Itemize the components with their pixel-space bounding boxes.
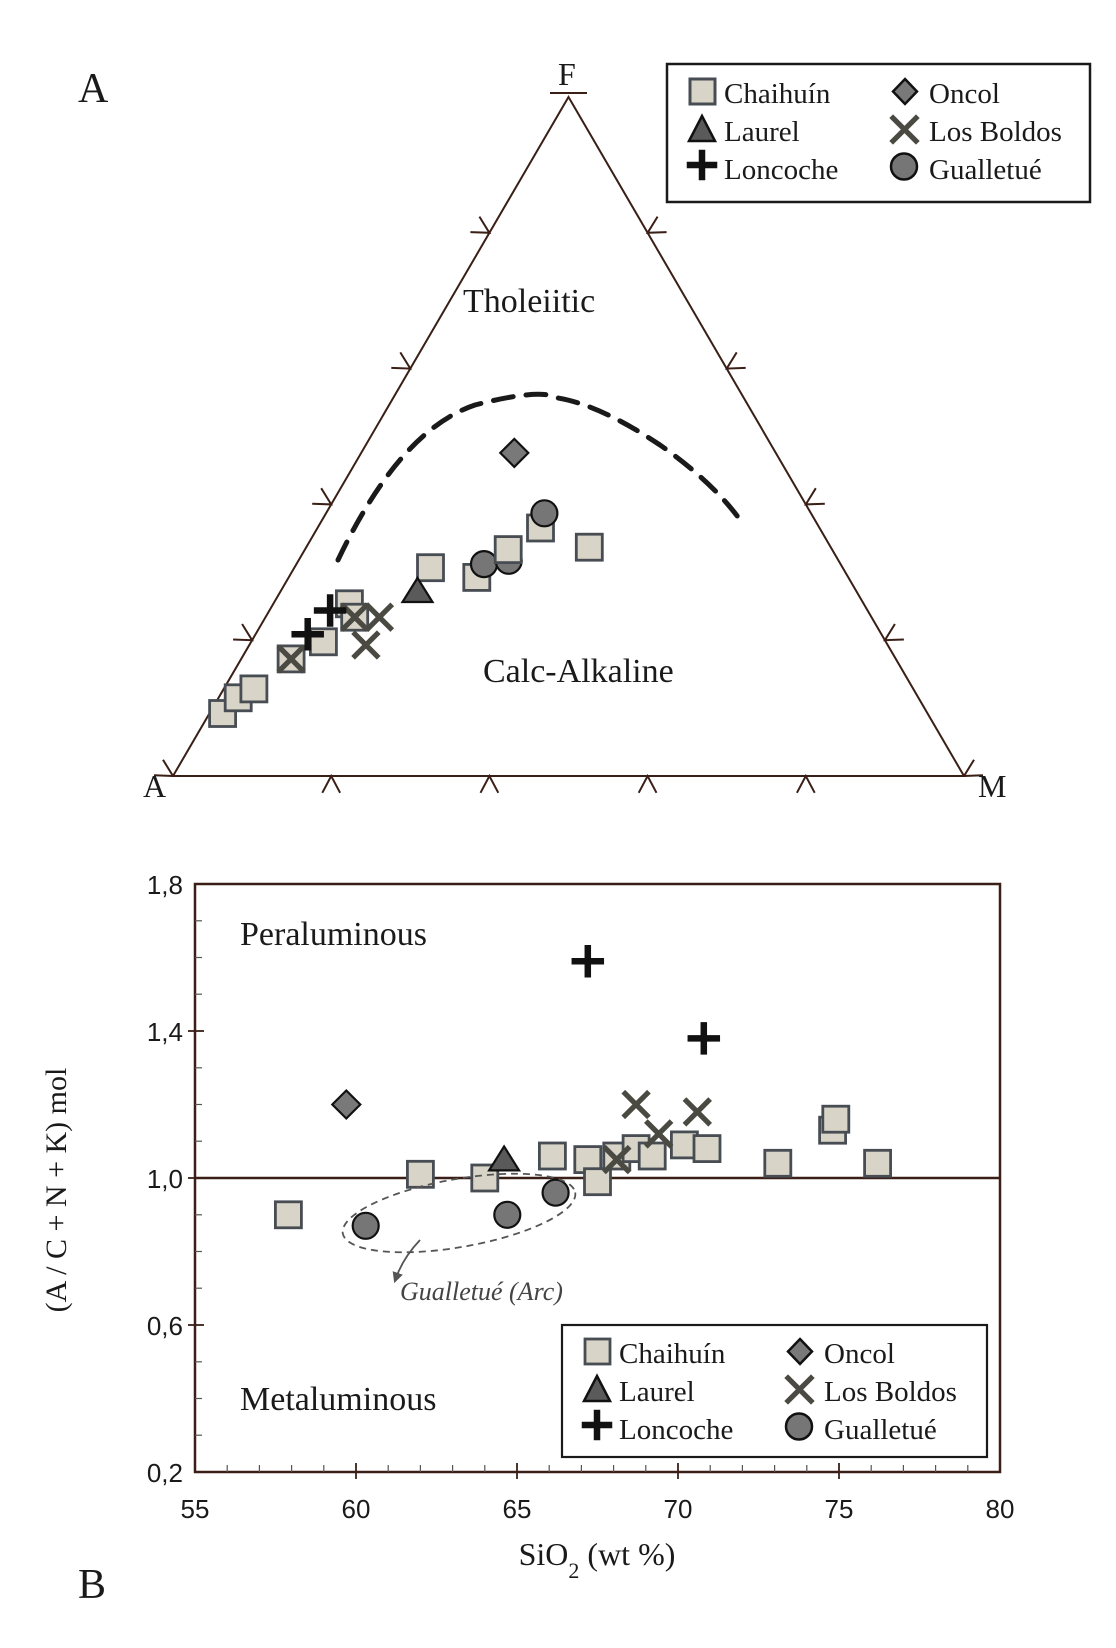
svg-text:Oncol: Oncol — [929, 78, 1000, 110]
svg-text:65: 65 — [503, 1494, 532, 1524]
svg-text:55: 55 — [181, 1494, 210, 1524]
svg-text:Oncol: Oncol — [824, 1338, 895, 1370]
svg-text:70: 70 — [664, 1494, 693, 1524]
svg-text:Laurel: Laurel — [724, 116, 800, 148]
svg-text:B: B — [78, 1562, 106, 1608]
svg-text:0,6: 0,6 — [147, 1311, 183, 1341]
svg-text:Loncoche: Loncoche — [724, 154, 838, 186]
svg-text:1,4: 1,4 — [147, 1017, 183, 1047]
svg-text:A: A — [143, 768, 166, 804]
svg-text:Gualletué: Gualletué — [824, 1414, 937, 1446]
svg-text:M: M — [978, 768, 1006, 804]
svg-text:A: A — [78, 66, 109, 112]
svg-text:80: 80 — [986, 1494, 1015, 1524]
svg-text:Gualletué (Arc): Gualletué (Arc) — [400, 1277, 563, 1306]
svg-text:(A / C + N + K) mol: (A / C + N + K) mol — [40, 1068, 73, 1313]
svg-text:Laurel: Laurel — [619, 1376, 695, 1408]
svg-text:75: 75 — [825, 1494, 854, 1524]
svg-text:1,0: 1,0 — [147, 1164, 183, 1194]
svg-text:60: 60 — [342, 1494, 371, 1524]
svg-text:Los Boldos: Los Boldos — [929, 116, 1062, 148]
svg-text:Loncoche: Loncoche — [619, 1414, 733, 1446]
svg-text:1,8: 1,8 — [147, 870, 183, 900]
svg-text:Los Boldos: Los Boldos — [824, 1376, 957, 1408]
svg-text:Tholeiitic: Tholeiitic — [463, 283, 595, 320]
svg-text:Peraluminous: Peraluminous — [240, 916, 427, 953]
svg-text:Gualletué: Gualletué — [929, 154, 1042, 186]
svg-text:0,2: 0,2 — [147, 1458, 183, 1488]
svg-text:F: F — [558, 56, 576, 92]
svg-text:Chaihuín: Chaihuín — [724, 78, 831, 110]
svg-text:Chaihuín: Chaihuín — [619, 1338, 726, 1370]
svg-text:Calc-Alkaline: Calc-Alkaline — [483, 653, 674, 690]
svg-text:Metaluminous: Metaluminous — [240, 1381, 436, 1418]
